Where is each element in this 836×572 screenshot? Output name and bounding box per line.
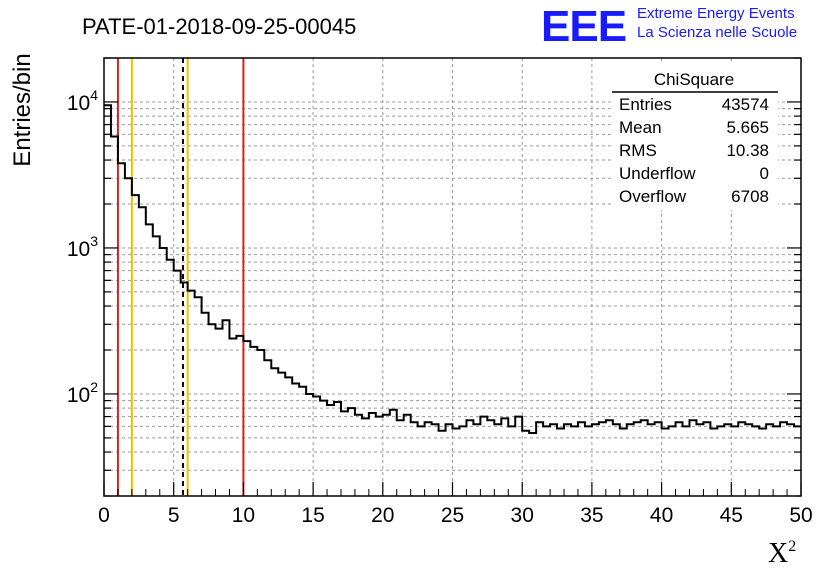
y-tick-label: 103 [67, 233, 98, 261]
marker-lines [116, 58, 245, 496]
stats-value-overflow: 6708 [731, 187, 769, 206]
stats-label-overflow: Overflow [619, 187, 687, 206]
y-tick-label-base: 10 [67, 384, 90, 407]
x-tick-label: 5 [168, 504, 180, 527]
stats-value-underflow: 0 [760, 164, 769, 183]
logo-line-1: Extreme Energy Events [637, 5, 795, 22]
logo-letters: EEE [541, 2, 626, 51]
x-tick-label: 45 [720, 504, 743, 527]
x-tick-label: 15 [301, 504, 324, 527]
eee-logo: EEE Extreme Energy Events La Scienza nel… [541, 2, 797, 51]
x-tick-label: 20 [371, 504, 394, 527]
chart-title: PATE-01-2018-09-25-00045 [82, 14, 356, 39]
x-tick-label: 35 [580, 504, 603, 527]
stats-value-entries: 43574 [722, 95, 769, 114]
stats-box-name: ChiSquare [654, 70, 734, 89]
stats-label-mean: Mean [619, 118, 662, 137]
logo-line-2: La Scienza nelle Scuole [637, 24, 797, 41]
x-tick-label: 30 [511, 504, 534, 527]
x-tick-label: 40 [650, 504, 673, 527]
x-tick-label: 25 [441, 504, 464, 527]
y-tick-label-exponent: 4 [90, 87, 98, 103]
x-tick-label: 50 [789, 504, 812, 527]
y-tick-label: 102 [67, 379, 98, 407]
stats-label-rms: RMS [619, 141, 657, 160]
y-tick-label-exponent: 3 [90, 233, 98, 249]
x-tick-label: 0 [98, 504, 110, 527]
stats-label-underflow: Underflow [619, 164, 696, 183]
stats-value-mean: 5.665 [726, 118, 769, 137]
x-axis-title: X2 [768, 538, 796, 569]
x-axis-title-base: X [768, 538, 788, 569]
y-tick-label-base: 10 [67, 92, 90, 115]
y-axis-title: Entries/bin [9, 53, 36, 166]
y-tick-label: 104 [67, 87, 98, 115]
histogram-series [104, 104, 801, 435]
stats-value-rms: 10.38 [726, 141, 769, 160]
stats-box-background [612, 64, 778, 210]
stats-box: ChiSquare Entries 43574 Mean 5.665 RMS 1… [612, 64, 778, 210]
stats-label-entries: Entries [619, 95, 672, 114]
x-axis-title-superscript: 2 [788, 538, 796, 555]
plot-frame [103, 57, 802, 497]
x-tick-label: 10 [232, 504, 255, 527]
y-tick-label-base: 10 [67, 238, 90, 261]
y-tick-label-exponent: 2 [90, 379, 98, 395]
